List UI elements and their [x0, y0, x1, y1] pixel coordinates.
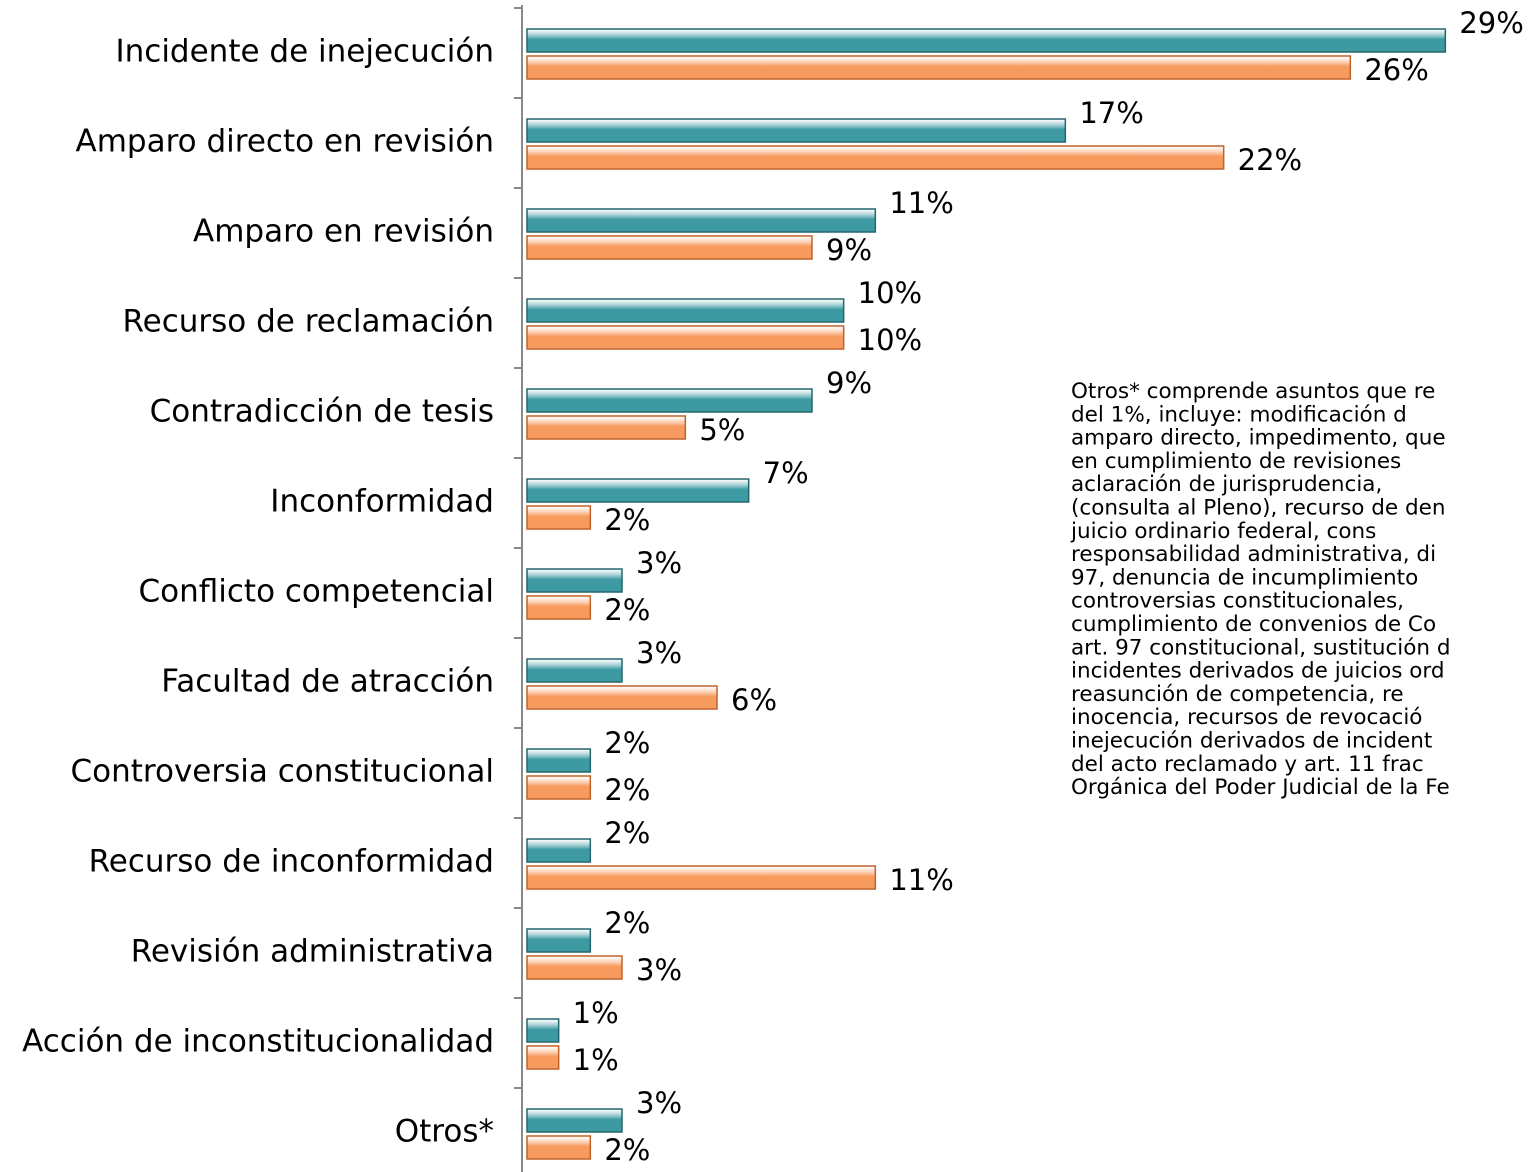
annotation-line: amparo directo, impedimento, que — [1071, 426, 1446, 451]
annotation-line: cumplimiento de convenios de Co — [1071, 612, 1436, 637]
bar — [526, 235, 813, 260]
annotation-line: juicio ordinario federal, cons — [1070, 519, 1376, 544]
bar — [526, 478, 750, 503]
annotation-line: incidentes derivados de juicios ord — [1071, 659, 1445, 684]
bar — [526, 1135, 592, 1160]
bar — [526, 505, 592, 530]
value-label: 10% — [858, 323, 922, 357]
annotation-line: reasunción de competencia, re — [1071, 682, 1404, 707]
bar — [526, 298, 845, 323]
bar — [526, 145, 1225, 170]
bar — [526, 208, 877, 233]
value-label: 10% — [858, 276, 922, 310]
category-label: Incidente de inejecución — [115, 34, 494, 70]
category-label: Conflicto competencial — [138, 574, 494, 610]
value-label: 2% — [604, 726, 650, 760]
category-label: Amparo en revisión — [193, 214, 494, 250]
bar — [526, 955, 623, 980]
category-label: Recurso de reclamación — [123, 304, 495, 340]
bar — [526, 1018, 560, 1043]
annotation-line: aclaración de jurisprudencia, — [1071, 472, 1382, 497]
value-label: 2% — [604, 503, 650, 537]
value-label: 7% — [763, 456, 809, 490]
value-label: 3% — [636, 546, 682, 580]
bar — [526, 838, 592, 863]
annotation-line: (consulta al Pleno), recurso de den — [1071, 496, 1446, 521]
annotation-line: inejecución derivados de incident — [1071, 729, 1432, 754]
value-label: 2% — [604, 816, 650, 850]
value-label: 3% — [636, 1086, 682, 1120]
bar — [526, 775, 592, 800]
category-label: Recurso de inconformidad — [89, 844, 494, 880]
value-label: 9% — [826, 366, 872, 400]
value-label: 5% — [699, 413, 745, 447]
value-label: 2% — [604, 906, 650, 940]
annotation-line: en cumplimiento de revisiones — [1071, 449, 1401, 474]
value-label: 9% — [826, 233, 872, 267]
annotation-line: Otros* comprende asuntos que re — [1071, 379, 1435, 404]
value-label: 22% — [1238, 143, 1302, 177]
bar — [526, 928, 592, 953]
bar — [526, 55, 1352, 80]
annotation-line: art. 97 constitucional, sustitución d — [1071, 635, 1451, 660]
bar — [526, 865, 877, 890]
value-label: 11% — [889, 186, 953, 220]
bar — [526, 28, 1447, 53]
annotation-line: Orgánica del Poder Judicial de la Fe — [1071, 775, 1450, 800]
value-label: 3% — [636, 636, 682, 670]
bar — [526, 748, 592, 773]
category-label: Inconformidad — [270, 484, 494, 520]
category-label: Facultad de atracción — [161, 664, 494, 700]
annotation-line: del acto reclamado y art. 11 frac — [1071, 752, 1424, 777]
bar — [526, 118, 1067, 143]
annotation-line: inocencia, recursos de revocació — [1071, 705, 1422, 730]
value-label: 1% — [573, 1043, 619, 1077]
category-label: Contradicción de tesis — [150, 394, 494, 430]
category-label: Acción de inconstitucionalidad — [22, 1024, 494, 1060]
annotation-line: controversias constitucionales, — [1071, 589, 1404, 614]
bar — [526, 1045, 560, 1070]
bar — [526, 325, 845, 350]
value-label: 2% — [604, 593, 650, 627]
value-label: 2% — [604, 773, 650, 807]
bar — [526, 685, 718, 710]
category-label: Controversia constitucional — [71, 754, 494, 790]
annotation-line: 97, denuncia de incumplimiento — [1071, 565, 1418, 590]
bar — [526, 1108, 623, 1133]
bar — [526, 415, 687, 440]
value-label: 29% — [1459, 6, 1523, 40]
category-label: Revisión administrativa — [131, 934, 494, 970]
value-label: 26% — [1364, 53, 1428, 87]
value-label: 3% — [636, 953, 682, 987]
value-label: 1% — [573, 996, 619, 1030]
annotation-line: del 1%, incluye: modificación d — [1071, 402, 1407, 427]
value-label: 6% — [731, 683, 777, 717]
value-label: 17% — [1079, 96, 1143, 130]
bar — [526, 658, 623, 683]
category-label: Otros* — [395, 1114, 494, 1150]
annotation-line: responsabilidad administrativa, di — [1071, 542, 1436, 567]
value-label: 2% — [604, 1133, 650, 1167]
category-label: Amparo directo en revisión — [76, 124, 494, 160]
value-label: 11% — [889, 863, 953, 897]
bar — [526, 595, 592, 620]
bar — [526, 568, 623, 593]
bar — [526, 388, 813, 413]
